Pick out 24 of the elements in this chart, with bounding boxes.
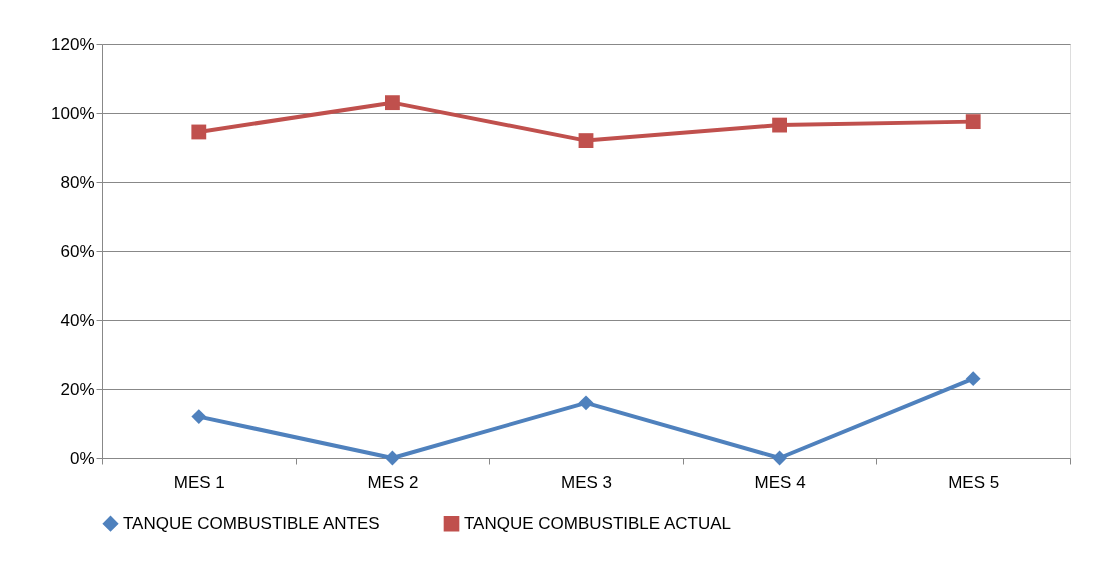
point <box>384 95 400 111</box>
y-tick-label: 0% <box>69 448 95 468</box>
y-tick-label: 60% <box>60 241 95 261</box>
point <box>578 395 594 411</box>
point <box>191 124 207 140</box>
point <box>772 450 788 466</box>
legend-label: TANQUE COMBUSTIBLE ACTUAL <box>464 513 732 533</box>
y-tick-label: 120% <box>51 34 95 54</box>
legend-label: TANQUE COMBUSTIBLE ANTES <box>123 513 380 533</box>
x-tick-label: MES 1 <box>173 472 225 492</box>
point <box>965 114 981 130</box>
point <box>965 371 981 387</box>
point <box>384 450 400 466</box>
point <box>772 117 788 133</box>
x-tick-label: MES 3 <box>560 472 613 492</box>
x-tick-label: MES 5 <box>948 472 1000 492</box>
y-tick-label: 20% <box>60 379 95 399</box>
point <box>191 409 207 425</box>
x-tick-label: MES 4 <box>754 472 806 492</box>
x-tick-label: MES 2 <box>367 472 419 492</box>
y-tick-label: 100% <box>51 103 95 123</box>
y-tick-label: 80% <box>60 172 95 192</box>
point <box>578 133 594 149</box>
y-tick-label: 40% <box>60 310 95 330</box>
